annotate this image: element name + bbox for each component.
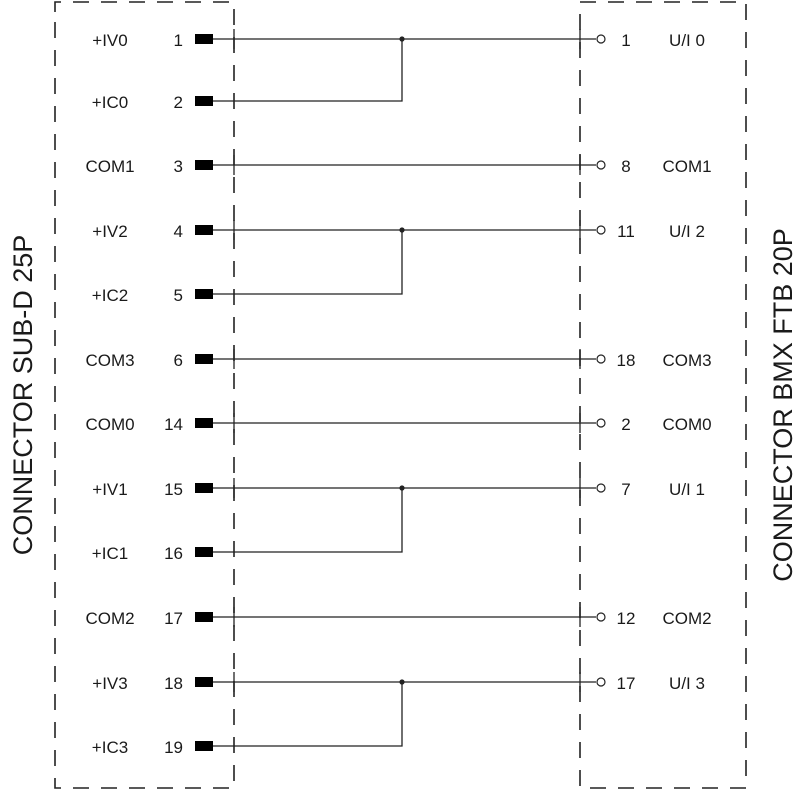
right-pin-number: 18 (617, 351, 636, 370)
left-pin-number: 1 (174, 31, 183, 50)
left-signal-label: +IC3 (92, 738, 128, 757)
right-signal-label: U/I 0 (669, 31, 705, 50)
pin-contact (195, 354, 213, 364)
right-signal-label: U/I 1 (669, 480, 705, 499)
left-connector-boundary (54, 1, 235, 789)
right-pin-number: 2 (621, 415, 630, 434)
right-pin-number: 1 (621, 31, 630, 50)
terminal-circle (596, 160, 606, 170)
terminal-circle (596, 612, 606, 622)
wire-pair-ui0 (213, 29, 596, 102)
left-signal-label: +IC2 (92, 286, 128, 305)
pin-contact (195, 483, 213, 493)
right-pin-number: 7 (621, 480, 630, 499)
left-pin-number: 6 (174, 351, 183, 370)
junction-dot (399, 36, 405, 42)
right-signal-label: COM2 (662, 609, 711, 628)
left-signal-label: COM2 (85, 609, 134, 628)
left-pin-row: +IV0 1 (92, 31, 213, 50)
wire-pair-ui1 (213, 478, 596, 553)
left-connector-title: CONNECTOR SUB-D 25P (8, 235, 38, 556)
left-signal-label: COM1 (85, 157, 134, 176)
right-terminal-row: 18 COM3 (596, 351, 712, 370)
right-pin-number: 8 (621, 157, 630, 176)
right-pin-number: 12 (617, 609, 636, 628)
terminal-circle (596, 225, 606, 235)
pin-contact (195, 547, 213, 557)
left-pin-row: COM1 3 (85, 157, 213, 176)
pin-contact (195, 96, 213, 106)
wire-com1 (213, 155, 596, 175)
pin-contact (195, 741, 213, 751)
right-terminal-row: 2 COM0 (596, 415, 712, 434)
right-pin-number: 11 (617, 222, 635, 241)
terminal-circle (596, 34, 606, 44)
junction-dot (399, 679, 405, 685)
left-pin-row: +IC0 2 (92, 93, 213, 112)
right-signal-label: COM3 (662, 351, 711, 370)
wire-com0 (213, 413, 596, 433)
right-terminal-row: 17 U/I 3 (596, 674, 705, 693)
left-signal-label: COM0 (85, 415, 134, 434)
pin-contact (195, 160, 213, 170)
left-signal-label: +IV1 (92, 480, 127, 499)
left-pin-row: COM0 14 (85, 415, 213, 434)
left-pin-number: 18 (164, 674, 183, 693)
left-pin-row: +IC1 16 (92, 544, 213, 563)
pin-contact (195, 34, 213, 44)
left-pin-number: 4 (174, 222, 183, 241)
left-pin-row: COM2 17 (85, 609, 213, 628)
pin-contact (195, 677, 213, 687)
right-signal-label: COM1 (662, 157, 711, 176)
wire-pair-ui2 (213, 220, 596, 295)
terminal-circle (596, 418, 606, 428)
left-pin-number: 16 (164, 544, 183, 563)
right-signal-label: U/I 2 (669, 222, 705, 241)
pin-contact (195, 225, 213, 235)
left-pin-number: 2 (174, 93, 183, 112)
right-signal-label: COM0 (662, 415, 711, 434)
left-signal-label: COM3 (85, 351, 134, 370)
right-terminal-row: 11 U/I 2 (596, 222, 705, 241)
left-pin-number: 5 (174, 286, 183, 305)
right-terminal-row: 1 U/I 0 (596, 31, 705, 50)
left-signal-label: +IV2 (92, 222, 127, 241)
right-signal-label: U/I 3 (669, 674, 705, 693)
pin-contact (195, 418, 213, 428)
pin-contact (195, 612, 213, 622)
right-terminal-row: 12 COM2 (596, 609, 712, 628)
terminal-circle (596, 354, 606, 364)
wire-com2 (213, 607, 596, 627)
left-pin-row: +IC3 19 (92, 738, 213, 757)
left-pin-number: 15 (164, 480, 183, 499)
left-signal-label: +IC0 (92, 93, 128, 112)
left-pin-row: +IC2 5 (92, 286, 213, 305)
terminal-circle (596, 483, 606, 493)
right-pin-number: 17 (617, 674, 636, 693)
terminal-circle (596, 677, 606, 687)
wire-com3 (213, 349, 596, 369)
left-signal-label: +IC1 (92, 544, 128, 563)
pin-contact (195, 289, 213, 299)
left-signal-label: +IV0 (92, 31, 127, 50)
left-pin-number: 17 (164, 609, 183, 628)
left-pin-number: 14 (164, 415, 183, 434)
left-pin-row: +IV1 15 (92, 480, 213, 499)
junction-dot (399, 485, 405, 491)
left-pin-row: +IV3 18 (92, 674, 213, 693)
left-pin-number: 19 (164, 738, 183, 757)
right-terminal-row: 8 COM1 (596, 157, 712, 176)
left-pin-number: 3 (174, 157, 183, 176)
wire-pair-ui3 (213, 672, 596, 747)
left-pin-row: +IV2 4 (92, 222, 213, 241)
left-signal-label: +IV3 (92, 674, 127, 693)
right-connector-boundary (579, 1, 747, 789)
right-terminal-row: 7 U/I 1 (596, 480, 705, 499)
right-connector-title: CONNECTOR BMX FTB 20P (768, 228, 798, 582)
left-pin-row: COM3 6 (85, 351, 213, 370)
junction-dot (399, 227, 405, 233)
